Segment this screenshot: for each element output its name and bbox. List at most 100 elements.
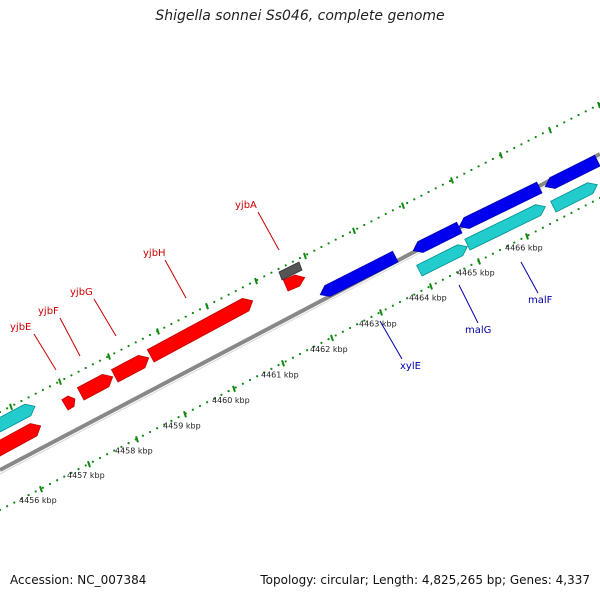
inner-tick-dot [448,274,452,278]
inner-tick-dot [84,464,87,467]
inner-tick-dot [170,419,173,422]
inner-tick-dot [56,479,59,482]
gene-yjbA [282,274,306,292]
inner-tick-dot [384,308,387,311]
inner-tick-dot [563,215,566,218]
inner-tick-dot [77,468,80,471]
outer-tick-dot [191,311,194,315]
gene-labels: yjbE yjbF yjbG yjbH yjbA xylE malG malF [10,200,553,372]
gray-feature [278,261,303,281]
outer-tick [156,328,160,335]
outer-tick-dot [170,322,173,326]
outer-tick-dot [263,275,266,278]
inner-tick-dot [577,208,580,211]
outer-tick-dot [527,139,530,142]
outer-tick-dot [420,194,423,197]
inner-tick-dot [298,352,302,356]
outer-tick-dot [370,220,373,223]
gene-label-yjbF: yjbF [38,306,59,317]
inner-tick-dot [348,326,352,330]
outer-tick [450,177,454,184]
inner-tick-dot [98,456,102,460]
outer-tick-dot [506,150,509,153]
label-leader [33,333,57,371]
outer-tick [303,252,307,260]
outer-tick-dot [577,113,580,117]
ruler-tick [477,258,481,265]
inner-tick-dot [13,501,16,504]
inner-tick-dot [406,297,409,300]
inner-tick-dot [306,349,309,352]
inner-tick-dot [113,449,116,452]
ruler-label: 4460 kbp [212,396,250,405]
inner-tick-dot [506,245,509,248]
gene-label-yjbE: yjbE [10,322,31,333]
ruler: 4456 kbp 4457 kbp 4458 kbp 4459 kbp 4460 kbp… [9,101,600,505]
inner-tick-dot [463,267,466,270]
outer-tick-dot [513,146,516,150]
map-title: Shigella sonnei Ss046, complete genome [155,8,445,24]
inner-tick-dot [541,226,544,229]
inner-tick-dot [120,445,123,448]
gene-label-malF: malF [528,295,553,306]
outer-tick-dot [277,267,280,271]
inner-tick-dot [320,341,323,344]
inner-tick-dot [548,222,552,226]
inner-tick-dot [291,356,294,359]
outer-tick-dot [491,157,494,161]
outer-tick-dot [27,396,30,399]
ruler-tick [135,435,139,443]
gene-right-blue [544,154,600,189]
gene-yjbH [146,298,254,363]
label-leader [520,261,539,294]
inner-tick-dot [420,289,423,292]
ruler-label: 4463 kbp [359,319,397,328]
gene-malG [412,221,463,253]
label-leader [59,317,81,357]
label-leader [379,320,403,360]
outer-tick-dot [434,187,437,190]
outer-tick [58,378,62,386]
inner-tick-dot [377,312,380,315]
ruler-tick [525,233,529,240]
outer-tick-dot [48,385,52,388]
ruler-tick [183,411,187,418]
outer-tick-dot [6,407,9,410]
inner-tick-dot [327,338,330,341]
outer-tick-dot [0,410,2,414]
outer-tick-dot [91,363,94,366]
outer-tick-dot [377,216,380,219]
outer-tick-dot [334,238,337,241]
ruler-label: 4456 kbp [19,496,57,505]
outer-tick-dot [320,245,323,249]
outer-tick-dot [306,253,309,256]
cyan-feature-2 [464,204,546,251]
inner-tick-dot [263,371,266,374]
inner-tick-dot [491,252,494,255]
label-leader [93,298,117,337]
outer-tick [205,302,209,310]
outer-tick-dot [356,227,359,230]
inner-tick-dot [270,367,273,370]
inner-tick-dot [177,416,180,419]
outer-tick-dot [213,300,216,304]
outer-tick-dot [563,121,566,124]
inner-tick-dot [220,393,223,396]
outer-tick-dot [448,179,452,183]
tick-dots [0,102,600,512]
gene-left-red [0,423,42,457]
ruler-label: 4462 kbp [310,345,348,354]
inner-tick-dot [256,375,259,378]
outer-tick-dot [298,256,302,260]
ruler-tick [330,334,334,342]
outer-tick-dot [184,315,187,318]
outer-tick-dot [291,260,294,263]
outer-tick-dot [541,132,544,135]
inner-tick-dot [234,386,237,389]
inner-tick-dot [484,256,487,259]
outer-tick-dot [34,392,37,395]
inner-tick-dot [27,494,30,497]
inner-tick-dot [227,390,230,393]
gene-xylE [319,250,399,297]
label-leader [164,259,187,299]
